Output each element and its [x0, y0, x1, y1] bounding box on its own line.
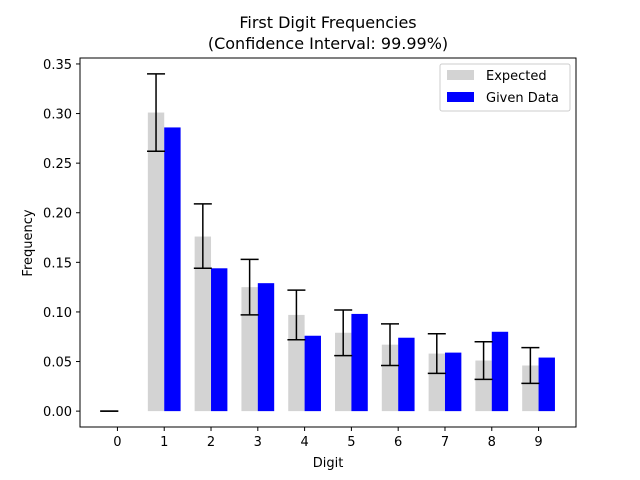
bar-given-data-5 [351, 313, 368, 412]
bar-expected-5 [335, 332, 352, 412]
plot-frame [79, 57, 577, 428]
y-tick-label-5: 0.25 [43, 157, 72, 172]
x-tick-label-0: 0 [113, 435, 121, 450]
bars-layer [147, 112, 555, 412]
x-tick-label-8: 8 [488, 435, 496, 450]
bar-expected-9 [522, 365, 539, 412]
bar-given-data-7 [444, 352, 462, 412]
bar-expected-8 [475, 360, 492, 412]
x-axis-label: Digit [313, 456, 344, 471]
y-tick-label-2: 0.10 [43, 306, 72, 321]
x-tick-label-7: 7 [441, 435, 449, 450]
bar-expected-6 [381, 344, 399, 412]
bar-given-data-2 [211, 268, 228, 412]
legend-label-given-data: Given Data [486, 91, 559, 106]
x-tick-label-2: 2 [207, 435, 215, 450]
y-tick-label-6: 0.30 [43, 108, 72, 123]
bar-given-data-4 [304, 335, 321, 412]
x-tick-label-1: 1 [160, 435, 168, 450]
x-tick-label-9: 9 [534, 435, 542, 450]
error-bars-layer [100, 73, 540, 412]
y-axis-label: Frequency [21, 209, 36, 276]
bar-given-data-9 [538, 357, 555, 412]
x-tick-label-6: 6 [394, 435, 402, 450]
legend-swatch-expected [447, 70, 474, 80]
bar-expected-3 [241, 287, 258, 412]
bar-given-data-3 [257, 283, 275, 412]
y-tick-label-4: 0.20 [43, 207, 72, 222]
y-tick-label-1: 0.05 [43, 356, 72, 371]
x-tick-label-4: 4 [300, 435, 308, 450]
x-axis: 0 1 2 3 4 5 6 7 8 9 [113, 427, 543, 450]
legend: Expected Given Data [439, 63, 571, 112]
bar-given-data-1 [164, 127, 181, 412]
bar-given-data-6 [398, 337, 415, 412]
y-tick-label-3: 0.15 [43, 256, 72, 271]
bar-expected-1 [147, 112, 165, 412]
bar-given-data-8 [491, 331, 509, 412]
legend-swatch-given-data [447, 92, 474, 102]
bar-expected-2 [194, 236, 212, 412]
chart-subtitle: (Confidence Interval: 99.99%) [208, 34, 448, 53]
y-tick-label-7: 0.35 [43, 58, 72, 73]
chart-title: First Digit Frequencies [239, 13, 416, 32]
bar-expected-7 [428, 353, 445, 412]
y-tick-label-0: 0.00 [43, 405, 72, 420]
y-axis: 0.00 0.05 0.10 0.15 0.20 0.25 0.30 0.35 [43, 58, 80, 420]
x-tick-label-5: 5 [347, 435, 355, 450]
legend-label-expected: Expected [486, 69, 547, 84]
x-tick-label-3: 3 [254, 435, 262, 450]
